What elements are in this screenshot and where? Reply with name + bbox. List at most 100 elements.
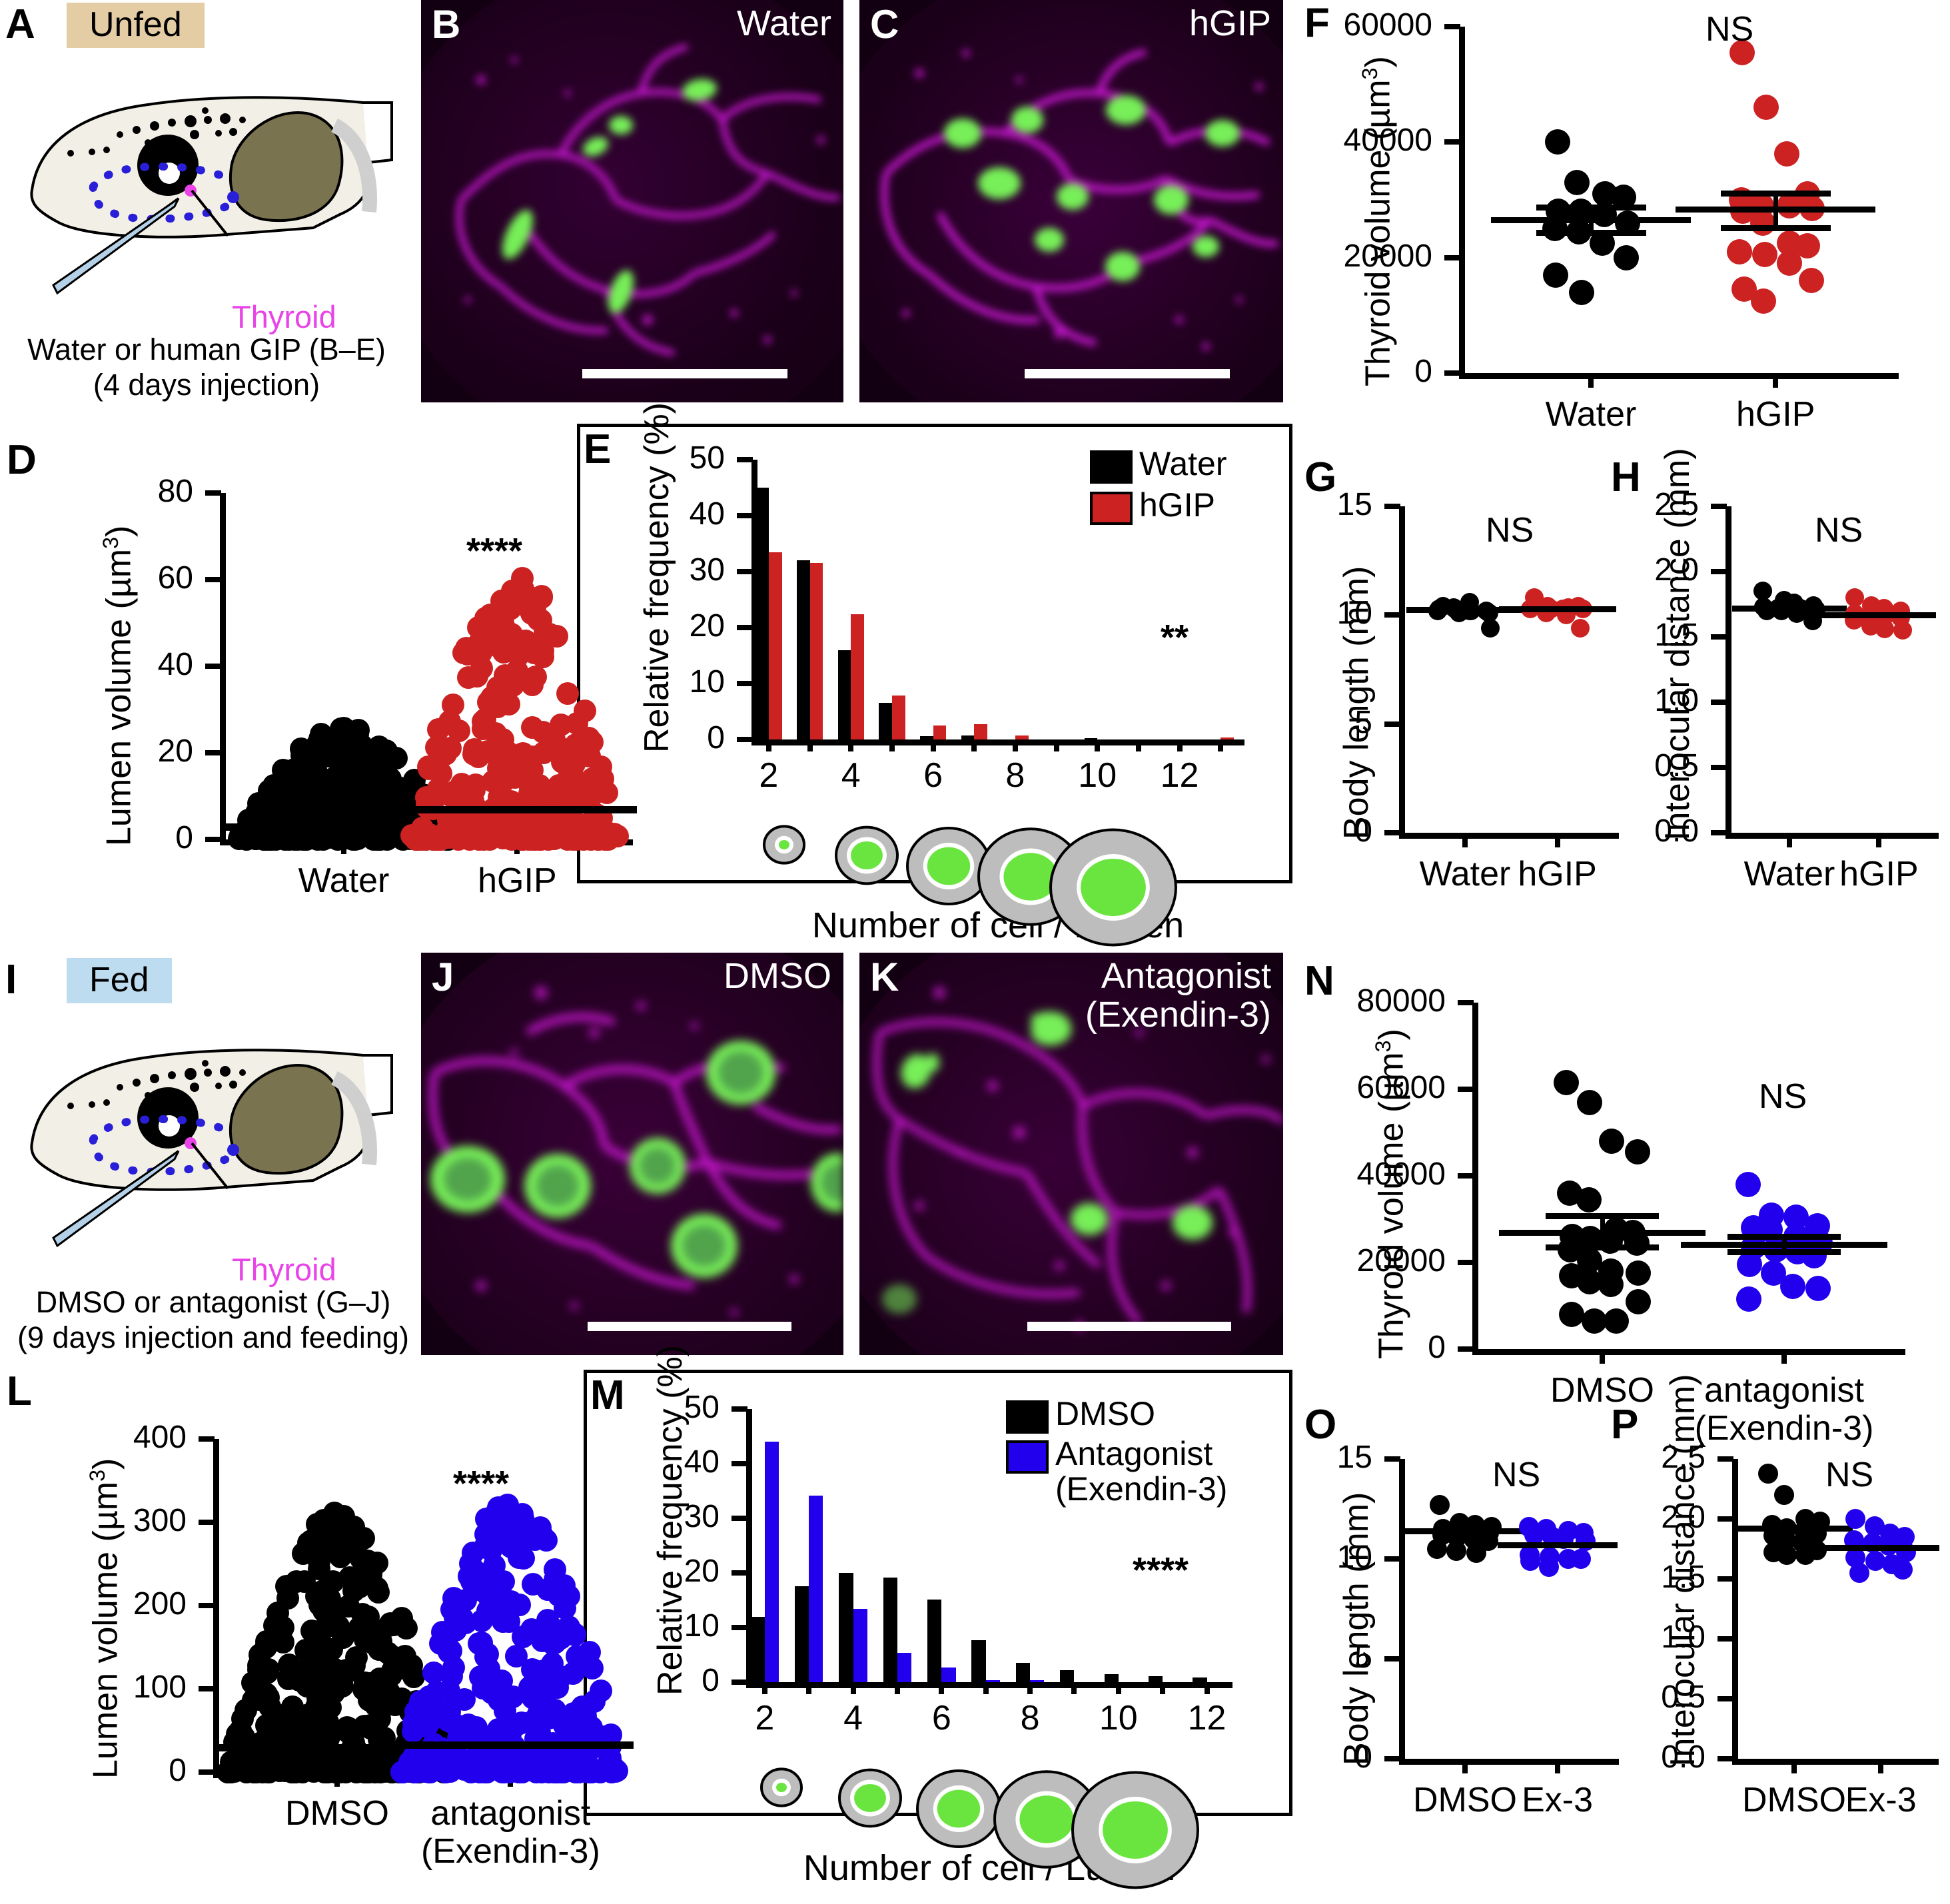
data-point-L [324,1539,348,1562]
significance-L: **** [453,1464,510,1504]
xtick-E-1 [807,739,813,751]
data-point-N [1581,1308,1607,1334]
ytick-label-N-3: 60000 [1356,1070,1446,1105]
xtick-O-0 [1462,1759,1468,1773]
xtick-H-0 [1787,833,1792,847]
data-point-L [598,1753,621,1776]
group-label-L-1: antagonist (Exendin-3) [420,1794,600,1871]
panel-i-caption: DMSO or antagonist (G–J) (9 days injecti… [17,1285,409,1355]
data-point-L [352,1715,376,1738]
data-point-N [1737,1252,1763,1278]
ytick-H-5 [1711,504,1727,509]
data-point-D [417,755,440,778]
panel-label-I: I [5,957,17,1003]
data-point-G [1481,618,1500,638]
mean-line-D-1 [397,805,638,813]
ytick-label-L-4: 400 [133,1420,187,1455]
ytick-H-0 [1711,830,1727,835]
ytick-G-1 [1384,721,1400,727]
data-point-P [1849,1563,1869,1583]
xtick-M-3 [894,1682,900,1694]
ytick-label-O-3: 15 [1336,1440,1372,1475]
xtick-E-7 [1053,739,1059,751]
ytick-D-0 [205,837,221,842]
ytick-P-5 [1717,1456,1733,1462]
data-point-D [439,737,462,760]
data-point-L [336,1594,360,1618]
bar-M-8-0 [1015,1663,1031,1682]
panel-label-G: G [1304,454,1337,500]
data-point-D [580,775,604,798]
bar-E-4-1 [851,614,864,739]
group-label-D-0: Water [298,861,390,900]
ytick-label-M-3: 30 [684,1499,720,1534]
mean-line-L-1 [387,1741,634,1749]
group-label-H-1: hGIP [1839,855,1919,893]
data-point-F [1727,239,1753,264]
data-point-F [1568,279,1594,305]
xtick-E-6 [1012,739,1018,751]
legend-label-M-0: DMSO [1055,1395,1155,1432]
data-point-N [1735,1172,1761,1197]
panel-k-scale-bar [1027,1322,1231,1331]
ytick-E-0 [737,737,753,742]
ytick-L-4 [199,1436,215,1442]
ytick-H-2 [1711,700,1727,705]
panel-label-B: B [432,2,461,47]
panel-b-condition-label: Water [736,3,831,43]
data-point-F [1543,262,1569,288]
xtick-F-0 [1588,373,1594,388]
data-point-F [1564,170,1590,195]
ytick-G-0 [1384,830,1400,835]
legend-swatch-M-0 [1006,1400,1049,1434]
panel-label-P: P [1611,1402,1639,1448]
xtick-M-0 [761,1682,767,1694]
legend-label-E-0: Water [1139,445,1227,482]
axis-y-P [1732,1459,1738,1761]
ytick-F-1 [1444,254,1460,260]
significance-H: NS [1815,511,1863,550]
mean-line-H-0 [1732,605,1847,612]
mean-line-H-1 [1821,612,1937,618]
data-point-P [1776,1545,1797,1565]
data-point-L [470,1610,493,1633]
data-point-L [276,1586,300,1610]
axis-y-G [1399,506,1405,835]
panel-b-scale-bar [582,369,787,378]
data-point-F [1774,141,1800,167]
data-point-D [364,745,388,768]
legend-swatch-E-0 [1090,450,1133,484]
follicle-icon-M-4 [1063,1762,1207,1901]
data-point-N [1779,1273,1805,1299]
data-point-H [1893,621,1913,640]
ytick-label-E-0: 0 [707,720,725,755]
follicle-icon-E-1 [827,819,907,894]
panel-c-condition-label: hGIP [1189,3,1271,43]
ytick-E-1 [737,681,753,686]
xtick-E-9 [1135,739,1141,751]
data-point-L [437,1641,460,1664]
mean-line-P-1 [1822,1545,1940,1552]
data-point-N [1735,1286,1761,1312]
ytick-E-3 [737,569,753,574]
ytick-D-3 [205,577,221,582]
data-point-P [1892,1559,1913,1580]
ytick-label-E-4: 40 [689,496,725,532]
significance-D: **** [466,531,523,571]
sem-bar-N-1 [1782,1236,1787,1252]
bar-E-5-0 [879,703,892,739]
axis-y-H [1725,506,1731,835]
data-point-N [1625,1288,1651,1314]
data-point-L [377,1614,400,1638]
xtick-E-5 [971,739,977,751]
bar-M-3-0 [795,1586,809,1682]
data-point-L [557,1759,580,1783]
ytick-E-2 [737,625,753,630]
data-point-L [436,1709,460,1732]
panel-label-F: F [1304,0,1330,46]
bar-E-7-1 [974,724,987,739]
ytick-N-4 [1458,1000,1474,1005]
ytick-label-M-1: 10 [684,1608,720,1644]
ytick-M-1 [731,1625,747,1630]
panel-label-A: A [5,1,35,47]
